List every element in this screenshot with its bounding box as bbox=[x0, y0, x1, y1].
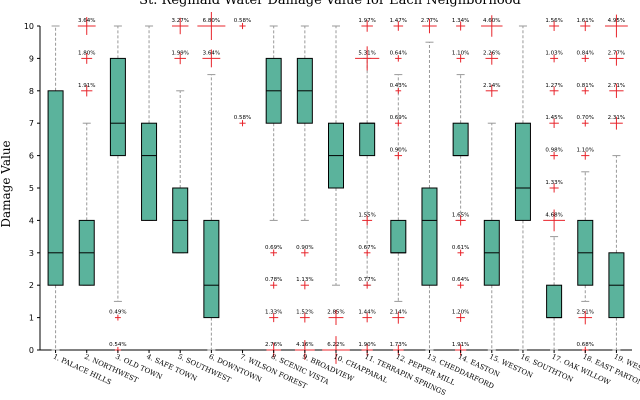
outlier-percent-label: 3.27% bbox=[171, 18, 188, 24]
outlier-percent-label: 1.03% bbox=[545, 50, 562, 56]
outlier-percent-label: 1.99% bbox=[171, 50, 188, 56]
outlier-percent-label: 1.20% bbox=[452, 310, 469, 316]
outlier-percent-label: 0.61% bbox=[452, 245, 469, 251]
y-tick-label: 7 bbox=[29, 119, 34, 128]
outlier-percent-label: 1.91% bbox=[452, 342, 469, 348]
outlier-percent-label: 0.84% bbox=[577, 50, 594, 56]
outlier-percent-label: 2.31% bbox=[608, 115, 625, 121]
outlier-percent-label: 1.61% bbox=[577, 18, 594, 24]
chart-title: St. Reginald Water Damage Value for Each… bbox=[139, 0, 521, 8]
y-tick-label: 1 bbox=[29, 314, 34, 323]
box-iqr bbox=[141, 122, 158, 221]
outlier-percent-label: 0.67% bbox=[358, 245, 375, 251]
outlier-percent-label: 0.49% bbox=[109, 310, 126, 316]
y-tick-label: 10 bbox=[24, 22, 34, 31]
outlier-percent-label: 2.77% bbox=[608, 50, 625, 56]
box-iqr bbox=[359, 122, 376, 157]
outlier-percent-label: 3.64% bbox=[203, 50, 220, 56]
outlier-percent-label: 1.45% bbox=[545, 115, 562, 121]
box-iqr bbox=[47, 90, 64, 286]
outlier-percent-label: 1.10% bbox=[452, 50, 469, 56]
x-tick-label: 1. PALACE HILLS bbox=[52, 353, 113, 387]
outlier-percent-label: 0.64% bbox=[452, 277, 469, 283]
outlier-percent-label: 2.51% bbox=[577, 310, 594, 316]
outlier-percent-label: 2.76% bbox=[265, 342, 282, 348]
outlier-percent-label: 2.71% bbox=[608, 83, 625, 89]
outlier-percent-label: 4.60% bbox=[483, 18, 500, 24]
outlier-percent-label: 0.98% bbox=[545, 148, 562, 154]
outlier-percent-label: 1.90% bbox=[358, 342, 375, 348]
outlier-percent-label: 6.80% bbox=[203, 18, 220, 24]
outlier-percent-label: 5.31% bbox=[358, 50, 375, 56]
outlier-percent-label: 4.95% bbox=[608, 18, 625, 24]
outlier-percent-label: 4.68% bbox=[545, 212, 562, 218]
box-iqr bbox=[390, 219, 407, 254]
outlier-percent-label: 2.85% bbox=[327, 310, 344, 316]
outlier-percent-label: 1.33% bbox=[265, 310, 282, 316]
outlier-percent-label: 1.34% bbox=[452, 18, 469, 24]
outlier-percent-label: 2.77% bbox=[421, 18, 438, 24]
outlier-percent-label: 1.52% bbox=[296, 310, 313, 316]
outlier-percent-label: 1.97% bbox=[358, 18, 375, 24]
outlier-percent-label: 0.43% bbox=[390, 83, 407, 89]
outlier-percent-label: 0.58% bbox=[234, 18, 251, 24]
outlier-percent-label: 0.70% bbox=[577, 115, 594, 121]
y-tick-label: 9 bbox=[29, 54, 34, 63]
outlier-percent-label: 0.58% bbox=[234, 115, 251, 121]
y-tick-label: 8 bbox=[29, 87, 34, 96]
box-iqr bbox=[109, 57, 126, 157]
outlier-percent-label: 1.33% bbox=[545, 180, 562, 186]
box-iqr bbox=[514, 122, 531, 221]
box-iqr bbox=[546, 284, 563, 319]
box-iqr bbox=[452, 122, 469, 157]
plot-area: 0 1 2 3 4 5 6 7 8 9 10 1. PALACE HILLS 3.64% 1.80% 1.9… bbox=[24, 12, 640, 397]
outlier-percent-label: 1.65% bbox=[452, 212, 469, 218]
outlier-percent-label: 1.10% bbox=[577, 148, 594, 154]
outlier-percent-label: 2.26% bbox=[483, 50, 500, 56]
outlier-percent-label: 3.64% bbox=[78, 18, 95, 24]
x-tick-label: 6. DOWNTOWN bbox=[208, 353, 263, 384]
y-tick-label: 3 bbox=[29, 249, 34, 258]
outlier-percent-label: 0.77% bbox=[358, 277, 375, 283]
y-tick-label: 6 bbox=[29, 152, 34, 161]
y-tick-label: 0 bbox=[29, 346, 34, 355]
outlier-percent-label: 1.27% bbox=[545, 83, 562, 89]
outlier-percent-label: 0.64% bbox=[390, 50, 407, 56]
outlier-percent-label: 2.14% bbox=[483, 83, 500, 89]
outlier-percent-label: 0.90% bbox=[296, 245, 313, 251]
outlier-percent-label: 0.68% bbox=[577, 342, 594, 348]
outlier-percent-label: 0.81% bbox=[577, 83, 594, 89]
outlier-percent-label: 1.56% bbox=[545, 18, 562, 24]
outlier-percent-label: 4.16% bbox=[296, 342, 313, 348]
outlier-percent-label: 1.80% bbox=[78, 50, 95, 56]
y-axis-label: Damage Value bbox=[0, 140, 13, 227]
outlier-percent-label: 1.55% bbox=[358, 212, 375, 218]
outlier-percent-label: 6.22% bbox=[327, 342, 344, 348]
outlier-percent-label: 1.44% bbox=[358, 310, 375, 316]
outlier-percent-label: 0.69% bbox=[265, 245, 282, 251]
outlier-percent-label: 0.90% bbox=[390, 148, 407, 154]
box-iqr bbox=[203, 219, 220, 319]
y-tick-label: 5 bbox=[29, 184, 34, 193]
outlier-percent-label: 0.78% bbox=[265, 277, 282, 283]
outlier-percent-label: 0.69% bbox=[390, 115, 407, 121]
outlier-percent-label: 1.73% bbox=[390, 342, 407, 348]
box-iqr bbox=[421, 187, 438, 286]
outlier-percent-label: 0.54% bbox=[109, 342, 126, 348]
outlier-percent-label: 2.14% bbox=[390, 310, 407, 316]
y-tick-label: 2 bbox=[29, 281, 34, 290]
outlier-percent-label: 1.47% bbox=[390, 18, 407, 24]
outlier-percent-label: 1.13% bbox=[296, 277, 313, 283]
outlier-percent-label: 1.91% bbox=[78, 83, 95, 89]
y-tick-label: 4 bbox=[29, 216, 34, 225]
